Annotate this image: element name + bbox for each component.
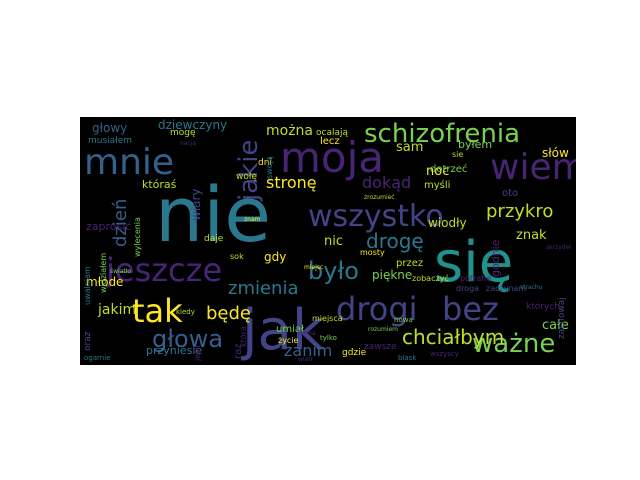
word: ogarnie bbox=[84, 354, 111, 362]
word: noc bbox=[426, 164, 450, 179]
word: sok bbox=[230, 252, 244, 261]
word: wylecenia bbox=[133, 217, 142, 257]
word: ważne bbox=[472, 329, 556, 359]
word: chciałbym bbox=[402, 325, 505, 349]
word: znak bbox=[516, 228, 547, 243]
word: widziałem bbox=[99, 252, 108, 293]
word: tylko bbox=[320, 334, 337, 342]
word: uwalniam bbox=[83, 266, 92, 305]
word: piękne bbox=[372, 268, 413, 282]
word: nic bbox=[324, 234, 343, 249]
word: głowy bbox=[92, 121, 128, 135]
word: mogę bbox=[170, 128, 196, 138]
word: wołę bbox=[236, 172, 257, 182]
word: zobaczyć bbox=[412, 274, 449, 283]
word: sie bbox=[452, 150, 464, 159]
word: drogę bbox=[366, 229, 424, 253]
word: daje bbox=[204, 234, 224, 244]
word: przez bbox=[396, 258, 424, 269]
word: się bbox=[434, 230, 514, 295]
word: całe bbox=[542, 318, 569, 333]
word: oraz bbox=[83, 331, 93, 351]
word: godnie bbox=[489, 239, 502, 278]
word: przykro bbox=[486, 201, 554, 222]
word: lecz bbox=[320, 136, 340, 147]
word: nowa bbox=[394, 316, 413, 324]
word: mnie bbox=[84, 142, 175, 183]
word: droga bbox=[456, 284, 480, 293]
word: jakim bbox=[98, 302, 137, 318]
word: zrozumieć bbox=[364, 194, 395, 201]
word: gdzie bbox=[342, 348, 367, 358]
word: słów bbox=[542, 146, 569, 160]
word: znam bbox=[244, 216, 261, 223]
word: młode bbox=[86, 275, 124, 289]
word: moja bbox=[280, 133, 385, 182]
word: musiałem bbox=[88, 136, 133, 146]
word: zaczynam bbox=[486, 284, 527, 293]
word: będę bbox=[206, 303, 251, 324]
word: przyniesie bbox=[146, 344, 203, 357]
word: dni bbox=[258, 158, 272, 168]
word: jeszcze bbox=[106, 251, 223, 289]
word: drogi bbox=[336, 290, 418, 328]
word: blask bbox=[398, 354, 417, 362]
word: nacja bbox=[180, 140, 197, 147]
word: wiatr bbox=[298, 356, 314, 363]
word: któraś bbox=[142, 178, 177, 191]
word: światło bbox=[110, 268, 132, 275]
word: sam bbox=[396, 140, 424, 155]
word: skrzydeł bbox=[546, 244, 571, 251]
word: mosty bbox=[360, 248, 385, 257]
word: dziewczyny bbox=[158, 118, 228, 132]
word: miejsc bbox=[304, 264, 324, 271]
word: wiodły bbox=[428, 216, 467, 230]
word: kiedy bbox=[176, 308, 195, 316]
word: nie bbox=[155, 170, 272, 259]
word: stronę bbox=[266, 173, 317, 192]
word: myśli bbox=[424, 180, 451, 191]
word: forma bbox=[298, 330, 316, 337]
word: umiał bbox=[276, 324, 304, 335]
word: wiary bbox=[189, 188, 203, 221]
word: swoją bbox=[265, 156, 274, 179]
word: bez bbox=[442, 290, 499, 328]
word: miejsca bbox=[312, 314, 343, 323]
word-cloud: nie się jak moja mnie wiem wszystko jesz… bbox=[80, 117, 576, 365]
word: jak bbox=[242, 298, 325, 363]
word: których bbox=[526, 302, 560, 312]
word: potrafię bbox=[460, 274, 492, 283]
word: zawsze bbox=[364, 342, 397, 352]
word: strachu bbox=[520, 284, 543, 291]
word: jakie bbox=[234, 139, 264, 201]
word: gdy bbox=[264, 250, 287, 264]
word: jeśli bbox=[193, 345, 202, 361]
word: schizofrenia bbox=[364, 119, 520, 149]
word: dokąd bbox=[362, 173, 412, 192]
word: oto bbox=[502, 188, 519, 199]
word: która bbox=[239, 326, 248, 347]
word: było bbox=[308, 257, 359, 285]
word: zmienia bbox=[228, 278, 299, 299]
word: można bbox=[266, 123, 314, 139]
word: życie bbox=[278, 336, 299, 345]
word: zanim bbox=[284, 341, 333, 360]
word: ocalają bbox=[316, 128, 349, 138]
word: rozumiem bbox=[368, 326, 399, 333]
word: dotrzeć bbox=[430, 164, 468, 175]
word: tak bbox=[132, 292, 183, 330]
word: wiem bbox=[490, 147, 576, 188]
word: byłem bbox=[458, 138, 493, 151]
word: wszyscy bbox=[430, 350, 459, 358]
word: wszystko bbox=[308, 199, 444, 234]
word: zaprosić bbox=[86, 220, 132, 233]
word: głowa bbox=[152, 325, 224, 353]
